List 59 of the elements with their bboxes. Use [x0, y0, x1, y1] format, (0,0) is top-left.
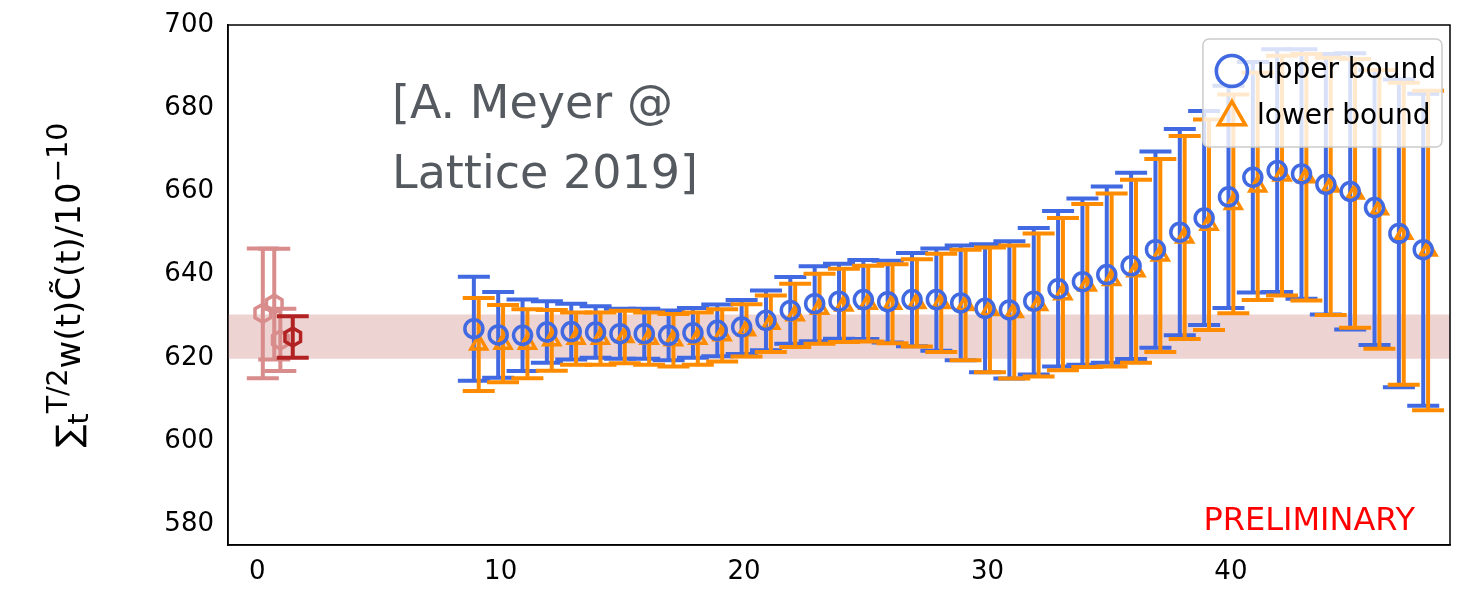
x-tick-label: 30 [970, 555, 1005, 586]
y-tick-label: 640 [164, 257, 214, 288]
point [283, 326, 303, 348]
y-tick-label: 600 [164, 423, 214, 454]
point [487, 324, 509, 346]
point [949, 292, 972, 314]
point [876, 290, 899, 313]
y-tick-label: 700 [164, 7, 214, 38]
point [264, 293, 284, 315]
x-tick-label: 20 [727, 555, 761, 586]
point [633, 322, 656, 345]
point [536, 321, 558, 343]
point [1242, 166, 1264, 189]
point [755, 309, 777, 332]
point [828, 290, 850, 312]
x-tick-label: 0 [248, 555, 266, 586]
point [1193, 207, 1215, 229]
point [974, 297, 996, 320]
point [1120, 255, 1142, 277]
point [253, 302, 273, 325]
point [560, 320, 582, 343]
y-tick-label: 580 [164, 506, 214, 537]
point [901, 288, 923, 311]
point [998, 299, 1021, 321]
point [511, 324, 534, 347]
point [1412, 238, 1434, 261]
point [1217, 186, 1240, 208]
x-tick-label: 10 [484, 555, 518, 586]
legend-label: lower bound [1256, 98, 1431, 132]
point [1290, 163, 1313, 185]
y-tick-label: 680 [164, 90, 214, 121]
point [1339, 180, 1361, 203]
point [925, 288, 948, 311]
x-tick-label: 40 [1214, 555, 1248, 586]
point [1169, 221, 1191, 243]
point [584, 321, 607, 343]
point [803, 292, 826, 315]
annotation: PRELIMINARY [1203, 500, 1416, 538]
point [1047, 277, 1069, 300]
point [730, 316, 753, 338]
point [657, 324, 680, 347]
point [852, 288, 875, 311]
point [1315, 173, 1337, 196]
point [779, 299, 802, 322]
point [609, 322, 631, 345]
annotation: [A. Meyer @ Lattice 2019] [392, 75, 698, 199]
point [1363, 196, 1386, 219]
legend-label: upper bound [1256, 52, 1437, 86]
point [1022, 290, 1045, 312]
point [1144, 238, 1167, 261]
point [706, 319, 729, 342]
point [682, 322, 704, 344]
point [1266, 159, 1288, 182]
point [1096, 263, 1118, 286]
point [463, 317, 485, 340]
point [1388, 222, 1410, 245]
point [1071, 270, 1094, 293]
y-tick-label: 620 [164, 340, 214, 371]
y-tick-label: 660 [164, 174, 214, 205]
